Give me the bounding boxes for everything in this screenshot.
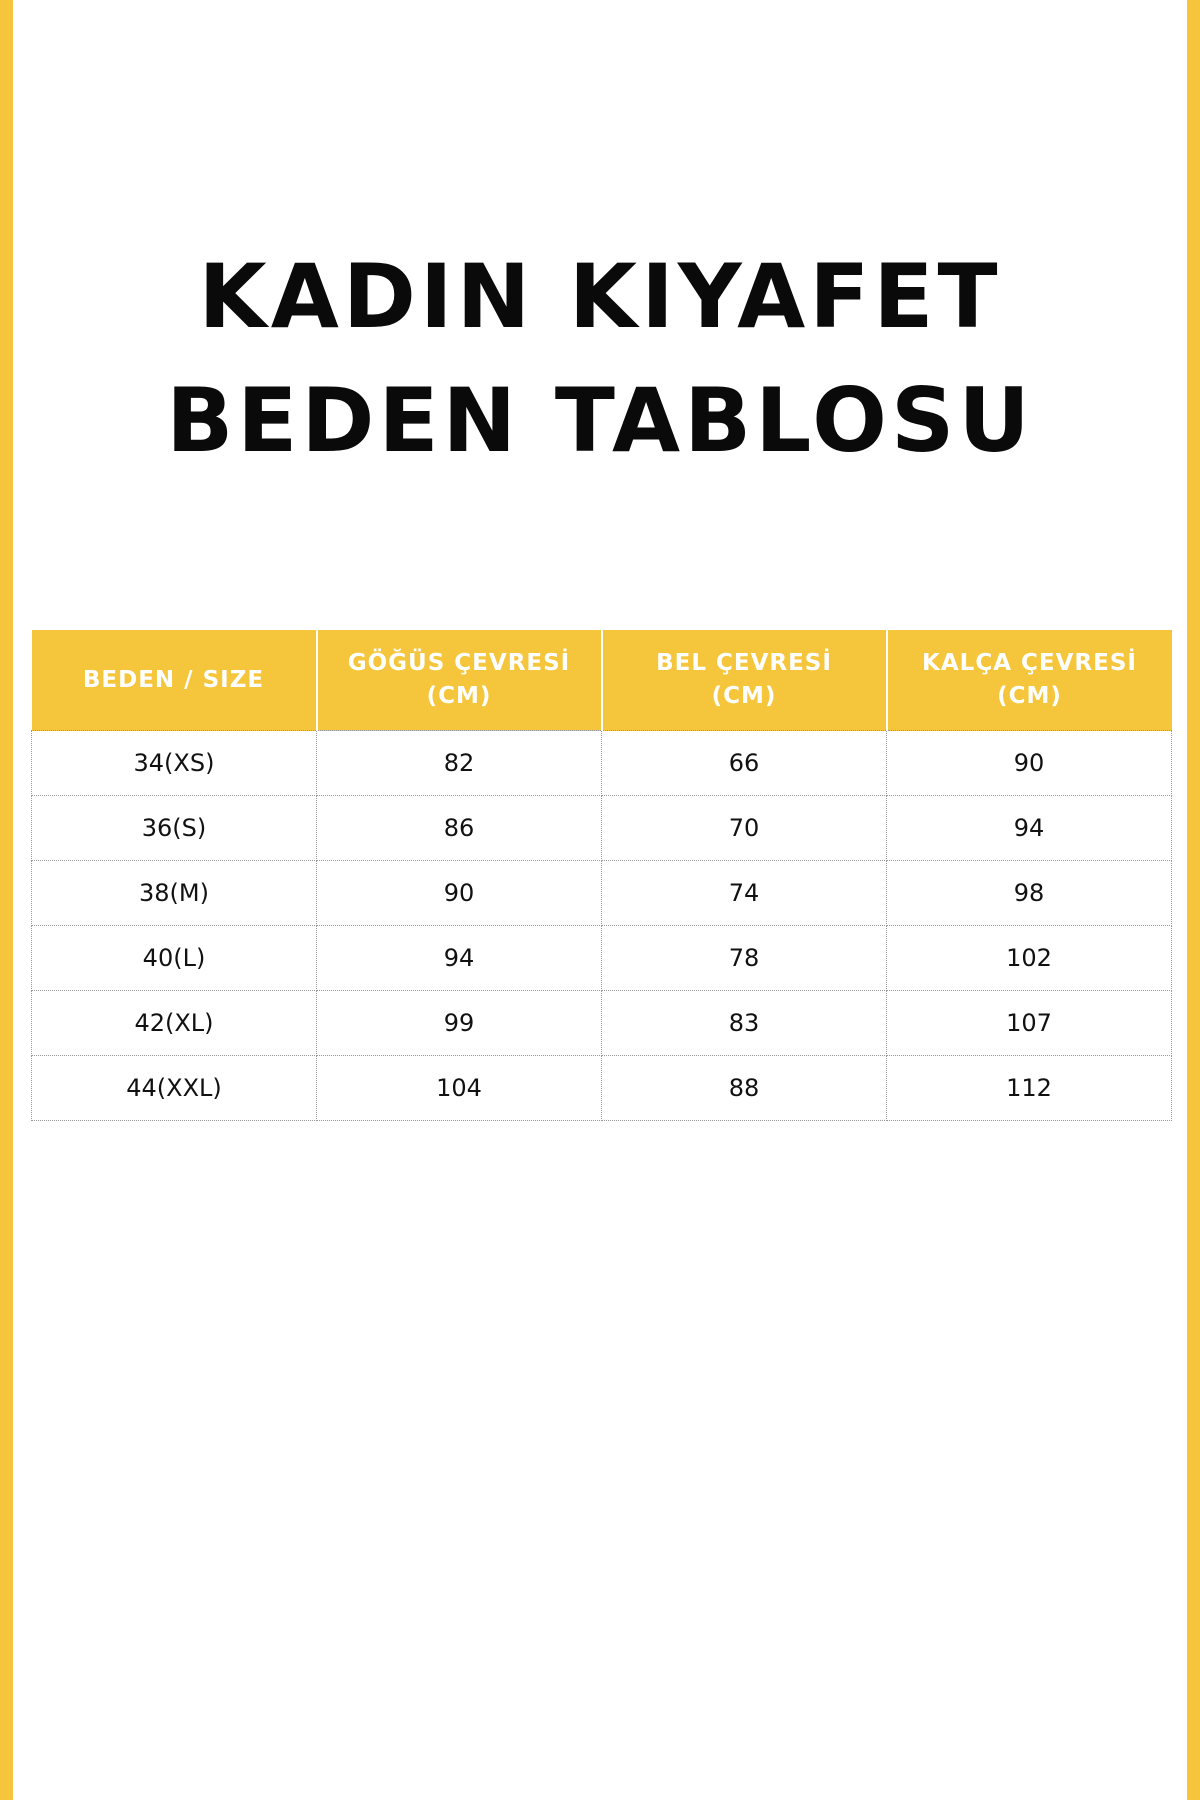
table-cell: 34(XS)	[31, 730, 317, 796]
table-row: 38(M) 90 74 98	[31, 860, 1172, 926]
column-header-text: BEDEN / SIZE	[82, 666, 265, 693]
column-header-text: (CM)	[997, 683, 1062, 709]
right-border-bar	[1187, 0, 1200, 1800]
table-cell: 94	[886, 795, 1172, 861]
left-border-bar	[0, 0, 13, 1800]
table-row: 34(XS) 82 66 90	[31, 730, 1172, 796]
table-cell: 36(S)	[31, 795, 317, 861]
table-cell: 70	[601, 795, 887, 861]
table-cell: 104	[316, 1055, 602, 1121]
table-cell: 94	[316, 925, 602, 991]
column-header-text: GÖĞÜS ÇEVRESİ	[347, 650, 571, 676]
table-cell: 74	[601, 860, 887, 926]
column-header-text: KALÇA ÇEVRESİ	[922, 650, 1137, 676]
column-header: BEL ÇEVRESİ (CM)	[601, 630, 888, 731]
table-cell: 86	[316, 795, 602, 861]
title-line-1: KADIN KIYAFET	[198, 245, 1002, 348]
table-row: 44(XXL) 104 88 112	[31, 1055, 1172, 1121]
column-header: KALÇA ÇEVRESİ (CM)	[886, 630, 1172, 731]
table-cell: 40(L)	[31, 925, 317, 991]
column-header: GÖĞÜS ÇEVRESİ (CM)	[316, 630, 603, 731]
table-cell: 88	[601, 1055, 887, 1121]
table-cell: 99	[316, 990, 602, 1056]
table-cell: 102	[886, 925, 1172, 991]
table-cell: 78	[601, 925, 887, 991]
table-row: 40(L) 94 78 102	[31, 925, 1172, 991]
table-cell: 44(XXL)	[31, 1055, 317, 1121]
table-cell: 83	[601, 990, 887, 1056]
table-cell: 38(M)	[31, 860, 317, 926]
table-cell: 82	[316, 730, 602, 796]
page-title: KADIN KIYAFET BEDEN TABLOSU	[0, 235, 1200, 483]
table-cell: 98	[886, 860, 1172, 926]
header-row: BEDEN / SIZE GÖĞÜS ÇEVRESİ (CM) BEL ÇEVRESİ…	[31, 630, 1172, 731]
column-header-text: (CM)	[426, 683, 492, 709]
table-cell: 107	[886, 990, 1172, 1056]
size-chart-table: BEDEN / SIZE GÖĞÜS ÇEVRESİ (CM) BEL ÇEVRESİ…	[31, 630, 1172, 1121]
table-cell: 90	[316, 860, 602, 926]
column-header-text: BEL ÇEVRESİ	[656, 650, 832, 676]
table-cell: 66	[601, 730, 887, 796]
column-header-text: (CM)	[711, 683, 777, 709]
table-cell: 90	[886, 730, 1172, 796]
table-cell: 42(XL)	[31, 990, 317, 1056]
table-cell: 112	[886, 1055, 1172, 1121]
table-row: 42(XL) 99 83 107	[31, 990, 1172, 1056]
title-line-2: BEDEN TABLOSU	[166, 369, 1034, 472]
table-row: 36(S) 86 70 94	[31, 795, 1172, 861]
column-header: BEDEN / SIZE	[31, 630, 318, 731]
